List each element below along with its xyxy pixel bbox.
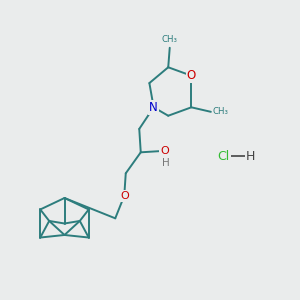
Text: N: N (149, 101, 158, 114)
Text: H: H (246, 149, 255, 163)
Text: Cl: Cl (218, 149, 230, 163)
Text: O: O (120, 191, 129, 201)
Text: CH₃: CH₃ (162, 35, 178, 44)
Text: O: O (187, 69, 196, 82)
Text: CH₃: CH₃ (212, 107, 228, 116)
Text: O: O (160, 146, 169, 156)
Text: H: H (162, 158, 170, 168)
